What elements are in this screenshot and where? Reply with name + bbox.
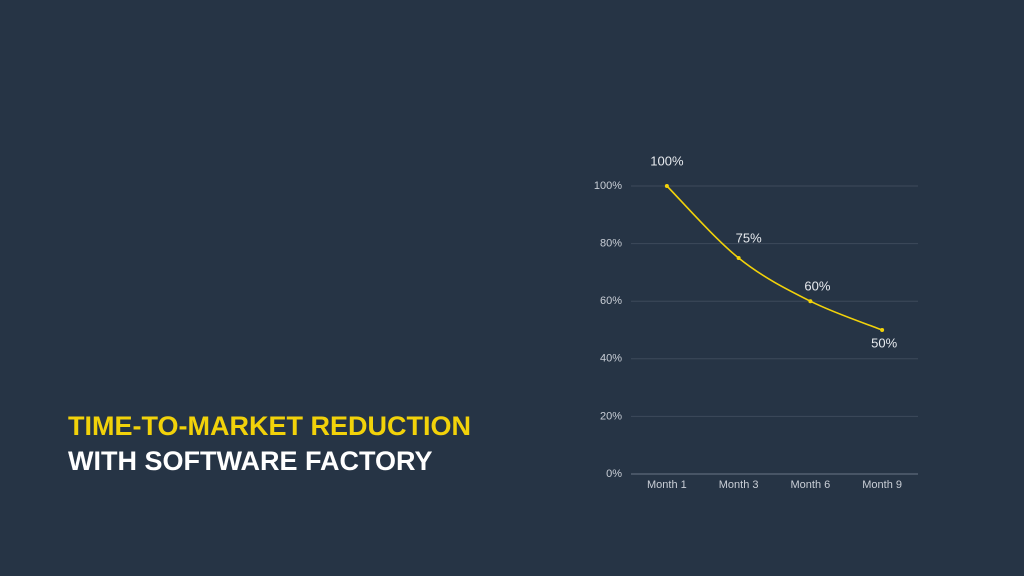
line bbox=[666, 185, 883, 331]
point bbox=[808, 299, 813, 304]
y-tick-label: 80% bbox=[600, 238, 622, 250]
y-tick-label: 100% bbox=[594, 180, 622, 192]
x-tick-label: Month 1 bbox=[647, 479, 687, 491]
value-label: 60% bbox=[804, 279, 830, 294]
y-tick-label: 20% bbox=[600, 410, 622, 422]
chart-title: TIME-TO-MARKET REDUCTION bbox=[68, 411, 471, 441]
point bbox=[880, 328, 885, 332]
y-tick-label: 0% bbox=[606, 468, 622, 480]
chart-subtitle: WITH SOFTWARE FACTORY bbox=[68, 446, 433, 476]
y-tick-label: 60% bbox=[600, 295, 622, 307]
point bbox=[664, 184, 669, 188]
x-tick-label: Month 6 bbox=[791, 479, 831, 491]
point bbox=[736, 256, 741, 260]
x-tick-label: Month 3 bbox=[719, 479, 759, 491]
value-label: 100% bbox=[650, 153, 684, 168]
x-tick-label: Month 9 bbox=[862, 479, 902, 491]
y-tick-label: 40% bbox=[600, 353, 622, 365]
value-label: 50% bbox=[871, 335, 897, 350]
value-label: 75% bbox=[736, 230, 762, 245]
